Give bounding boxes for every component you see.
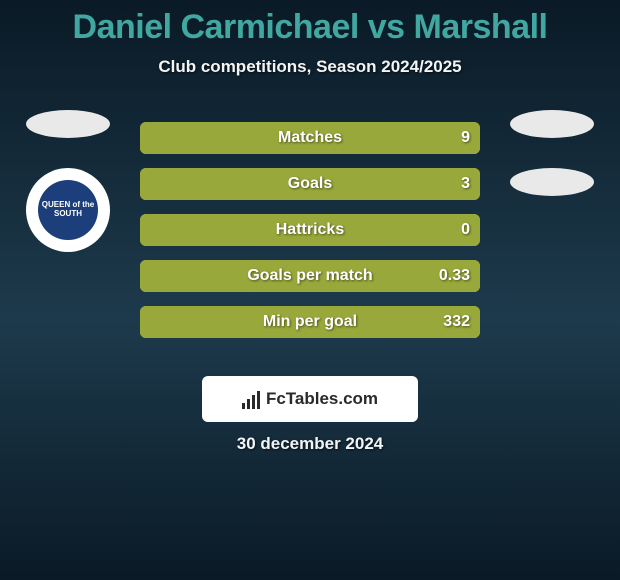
stat-label: Matches	[278, 129, 342, 147]
stat-row: Goals 3	[140, 168, 480, 200]
stat-row: Matches 9	[140, 122, 480, 154]
club-right-placeholder	[510, 168, 594, 196]
stat-value-right: 9	[461, 129, 470, 147]
left-column: QUEEN of the SOUTH	[18, 110, 118, 252]
player-right-placeholder	[510, 110, 594, 138]
stat-label: Min per goal	[263, 313, 357, 331]
right-column	[502, 110, 602, 226]
stat-value-right: 3	[461, 175, 470, 193]
club-badge-label: QUEEN of the SOUTH	[38, 180, 98, 240]
chart-icon-bar	[247, 399, 250, 409]
stat-row: Min per goal 332	[140, 306, 480, 338]
content: Daniel Carmichael vs Marshall Club compe…	[0, 0, 620, 580]
subtitle: Club competitions, Season 2024/2025	[0, 57, 620, 77]
chart-icon	[242, 389, 260, 409]
stat-row: Hattricks 0	[140, 214, 480, 246]
date-label: 30 december 2024	[0, 434, 620, 454]
brand-badge: FcTables.com	[202, 376, 418, 422]
stat-label: Goals per match	[247, 267, 372, 285]
stat-row: Goals per match 0.33	[140, 260, 480, 292]
chart-icon-bar	[242, 403, 245, 409]
chart-icon-bar	[257, 391, 260, 409]
footer-area: FcTables.com 30 december 2024	[0, 356, 620, 454]
stat-label: Hattricks	[276, 221, 344, 239]
stat-value-right: 332	[443, 313, 470, 331]
stat-value-right: 0.33	[439, 267, 470, 285]
chart-icon-bar	[252, 395, 255, 409]
club-badge-left: QUEEN of the SOUTH	[26, 168, 110, 252]
stat-rows: Matches 9 Goals 3 Hattricks 0 Goals per match 0…	[140, 122, 480, 338]
stat-value-right: 0	[461, 221, 470, 239]
stat-label: Goals	[288, 175, 332, 193]
player-left-placeholder	[26, 110, 110, 138]
page-title: Daniel Carmichael vs Marshall	[0, 0, 620, 47]
brand-text: FcTables.com	[266, 389, 378, 409]
